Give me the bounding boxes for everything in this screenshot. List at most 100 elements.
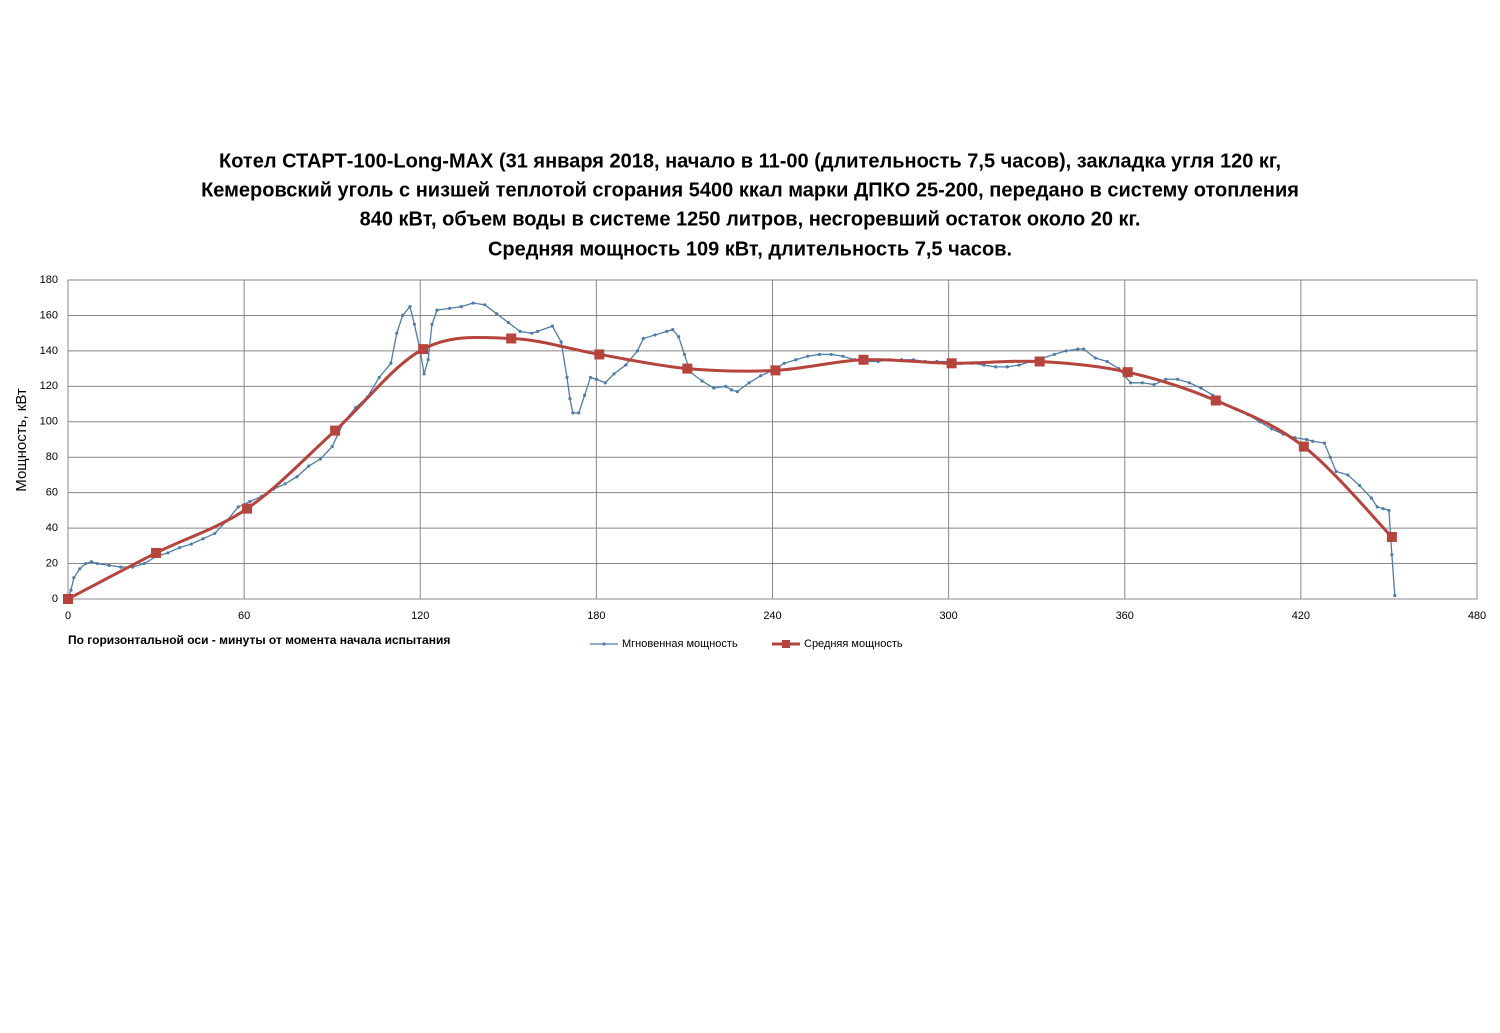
data-point	[119, 565, 123, 569]
data-point	[1105, 359, 1109, 364]
data-point	[63, 594, 73, 604]
y-tick-label: 40	[46, 522, 58, 534]
data-point	[84, 561, 88, 566]
data-point	[550, 324, 554, 328]
data-point	[408, 304, 412, 309]
data-point	[1199, 386, 1203, 390]
data-point	[806, 354, 810, 358]
data-point	[536, 329, 540, 333]
data-point	[377, 375, 381, 380]
data-point	[782, 361, 786, 365]
data-point	[189, 542, 193, 546]
data-point	[568, 397, 572, 401]
data-point	[1034, 356, 1045, 367]
x-tick-label: 120	[411, 610, 429, 622]
data-point	[635, 349, 640, 353]
data-point	[794, 358, 798, 362]
data-point	[494, 312, 499, 316]
data-point	[729, 388, 734, 392]
data-point	[682, 363, 693, 374]
data-point	[1129, 381, 1133, 385]
data-point	[858, 354, 869, 365]
y-tick-label: 180	[40, 274, 58, 286]
data-point	[1322, 441, 1326, 445]
data-point	[682, 352, 687, 357]
data-point	[588, 375, 593, 380]
data-point	[559, 340, 563, 344]
data-point	[78, 567, 82, 571]
data-point	[1093, 356, 1097, 360]
data-point	[242, 503, 253, 514]
data-point	[295, 475, 299, 479]
data-point	[422, 372, 426, 376]
x-axis-note: По горизонтальной оси - минуты от момент…	[68, 633, 450, 647]
y-tick-label: 120	[40, 380, 58, 392]
data-point	[1390, 553, 1394, 557]
data-point	[993, 365, 998, 369]
data-point	[1386, 531, 1397, 542]
data-point	[248, 499, 252, 504]
data-point	[641, 336, 645, 341]
data-point	[747, 381, 751, 385]
data-point	[1052, 352, 1056, 357]
data-point	[1187, 381, 1191, 385]
data-point	[435, 308, 439, 312]
data-point	[676, 335, 681, 339]
data-point	[330, 444, 334, 449]
y-tick-label: 140	[40, 345, 58, 357]
y-axis-label: Мощность, кВт	[13, 388, 30, 492]
title-line: Средняя мощность 109 кВт, длительность 7…	[488, 238, 1012, 260]
data-point	[426, 358, 430, 362]
data-point	[1375, 505, 1379, 509]
data-point	[318, 457, 323, 461]
data-point	[236, 505, 240, 509]
data-point	[735, 390, 739, 394]
data-point	[612, 372, 616, 376]
data-point	[530, 331, 534, 335]
series-line	[67, 335, 1393, 601]
data-point	[459, 304, 463, 309]
data-point	[759, 374, 763, 378]
data-point	[577, 411, 581, 415]
data-point	[653, 333, 657, 337]
data-point	[1387, 508, 1391, 512]
x-tick-label: 240	[763, 610, 781, 622]
data-point	[95, 561, 99, 566]
title: Котел СТАРТ-100-Long-MAX (31 января 2018…	[201, 150, 1299, 260]
data-point	[283, 482, 287, 486]
legend-marker	[602, 642, 606, 646]
data-point	[1122, 367, 1133, 378]
data-point	[389, 361, 393, 365]
y-tick-label: 0	[52, 593, 58, 605]
data-point	[1381, 507, 1385, 511]
data-point	[448, 306, 452, 310]
data-point	[1393, 593, 1397, 598]
data-point	[89, 560, 94, 564]
data-point	[1210, 395, 1221, 406]
data-point	[1298, 441, 1309, 452]
data-point	[583, 393, 587, 397]
data-point	[1082, 347, 1086, 351]
data-point	[946, 358, 957, 369]
data-point	[201, 537, 205, 541]
data-point	[1328, 455, 1332, 459]
data-point	[723, 384, 728, 388]
data-point	[594, 377, 598, 381]
y-tick-label: 20	[46, 557, 58, 569]
data-point	[1311, 439, 1315, 443]
data-point	[1334, 469, 1338, 473]
title-line: Котел СТАРТ-100-Long-MAX (31 января 2018…	[219, 150, 1281, 172]
data-point	[571, 411, 575, 415]
data-point	[107, 563, 111, 567]
data-point	[671, 328, 675, 332]
data-point	[213, 531, 217, 536]
data-point	[69, 588, 73, 592]
x-tick-label: 300	[939, 610, 957, 622]
title-line: 840 кВт, объем воды в системе 1250 литро…	[360, 208, 1141, 230]
data-point	[712, 386, 716, 390]
data-point	[1064, 349, 1068, 353]
data-point	[395, 331, 399, 335]
legend-label: Средняя мощность	[804, 638, 903, 650]
data-point	[829, 352, 833, 357]
